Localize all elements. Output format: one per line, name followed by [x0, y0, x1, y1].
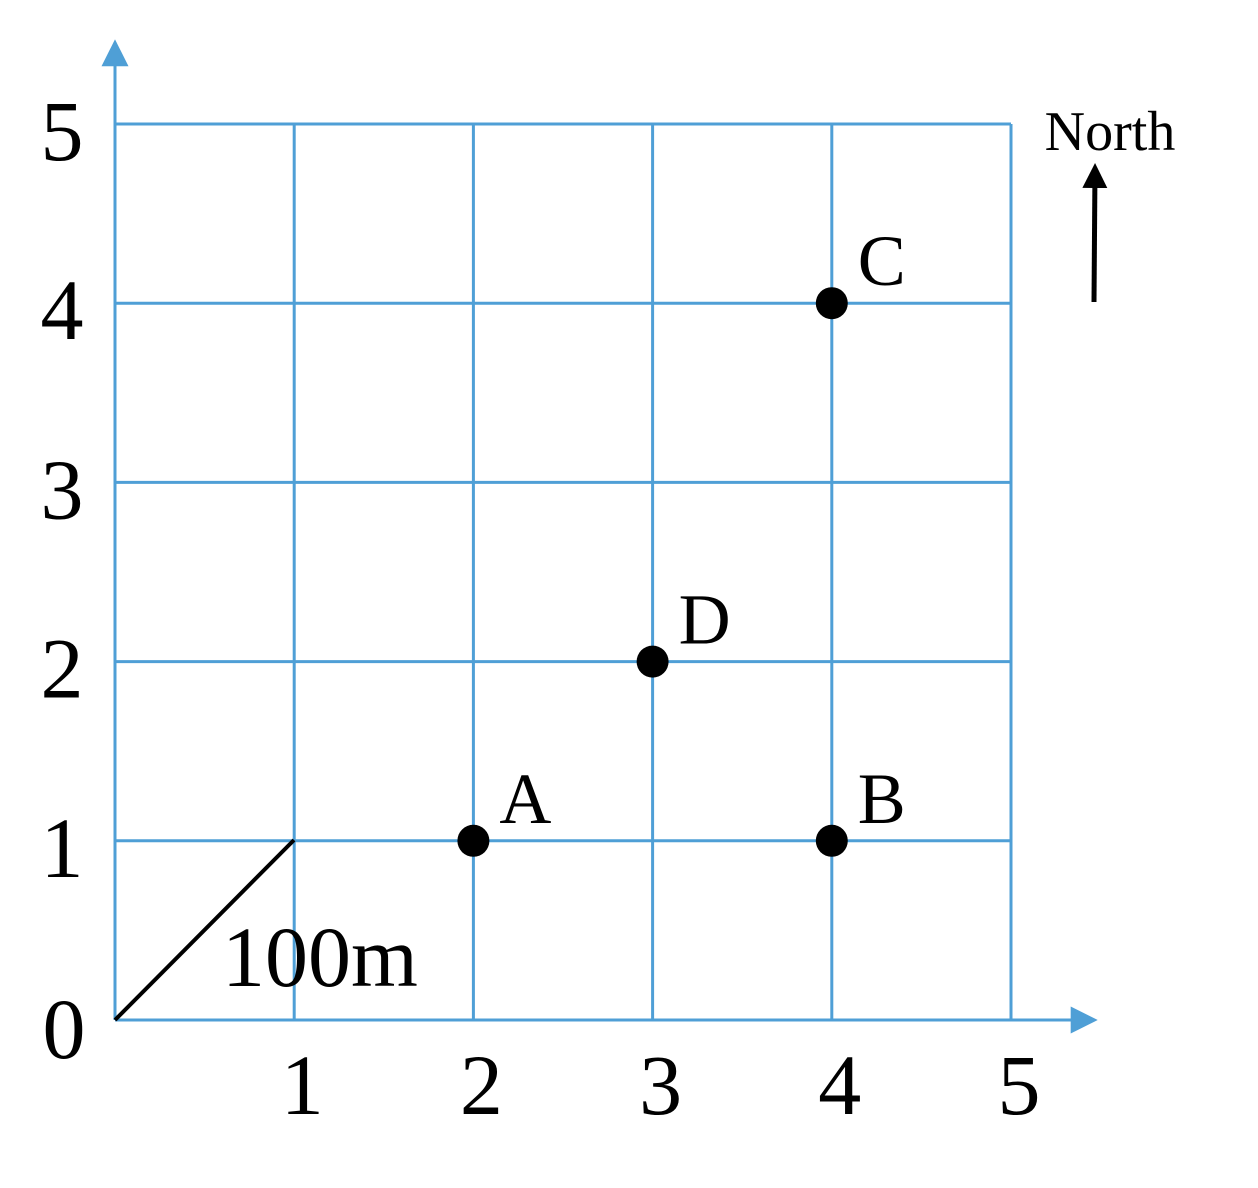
points: A B C D — [457, 221, 906, 857]
north-arrow-icon — [1082, 163, 1108, 303]
y-tick-label-4: 4 — [41, 262, 84, 358]
point-label-a: A — [499, 759, 551, 839]
point-label-d: D — [679, 580, 731, 660]
grid-lines — [115, 122, 1013, 1020]
y-tick-label-2: 2 — [41, 621, 84, 717]
north-label: North — [1045, 101, 1176, 163]
x-tick-label-5: 5 — [998, 1037, 1041, 1133]
point-d — [636, 645, 669, 678]
scale-line — [113, 838, 296, 1022]
point-a — [457, 824, 490, 857]
y-tick-labels: 1 2 3 4 5 — [41, 83, 84, 896]
x-tick-labels: 1 2 3 4 5 — [281, 1037, 1041, 1133]
y-tick-label-1: 1 — [41, 800, 84, 896]
origin-label: 0 — [43, 981, 86, 1077]
point-c — [815, 287, 848, 320]
x-tick-label-3: 3 — [639, 1037, 682, 1133]
point-b — [815, 824, 848, 857]
scale-label: 100m — [222, 909, 418, 1005]
x-tick-label-2: 2 — [460, 1037, 503, 1133]
point-label-c: C — [858, 221, 906, 301]
y-tick-label-5: 5 — [41, 83, 84, 179]
x-tick-label-1: 1 — [281, 1037, 324, 1133]
point-label-b: B — [858, 759, 906, 839]
x-tick-label-4: 4 — [818, 1037, 861, 1133]
y-tick-label-3: 3 — [41, 441, 84, 537]
